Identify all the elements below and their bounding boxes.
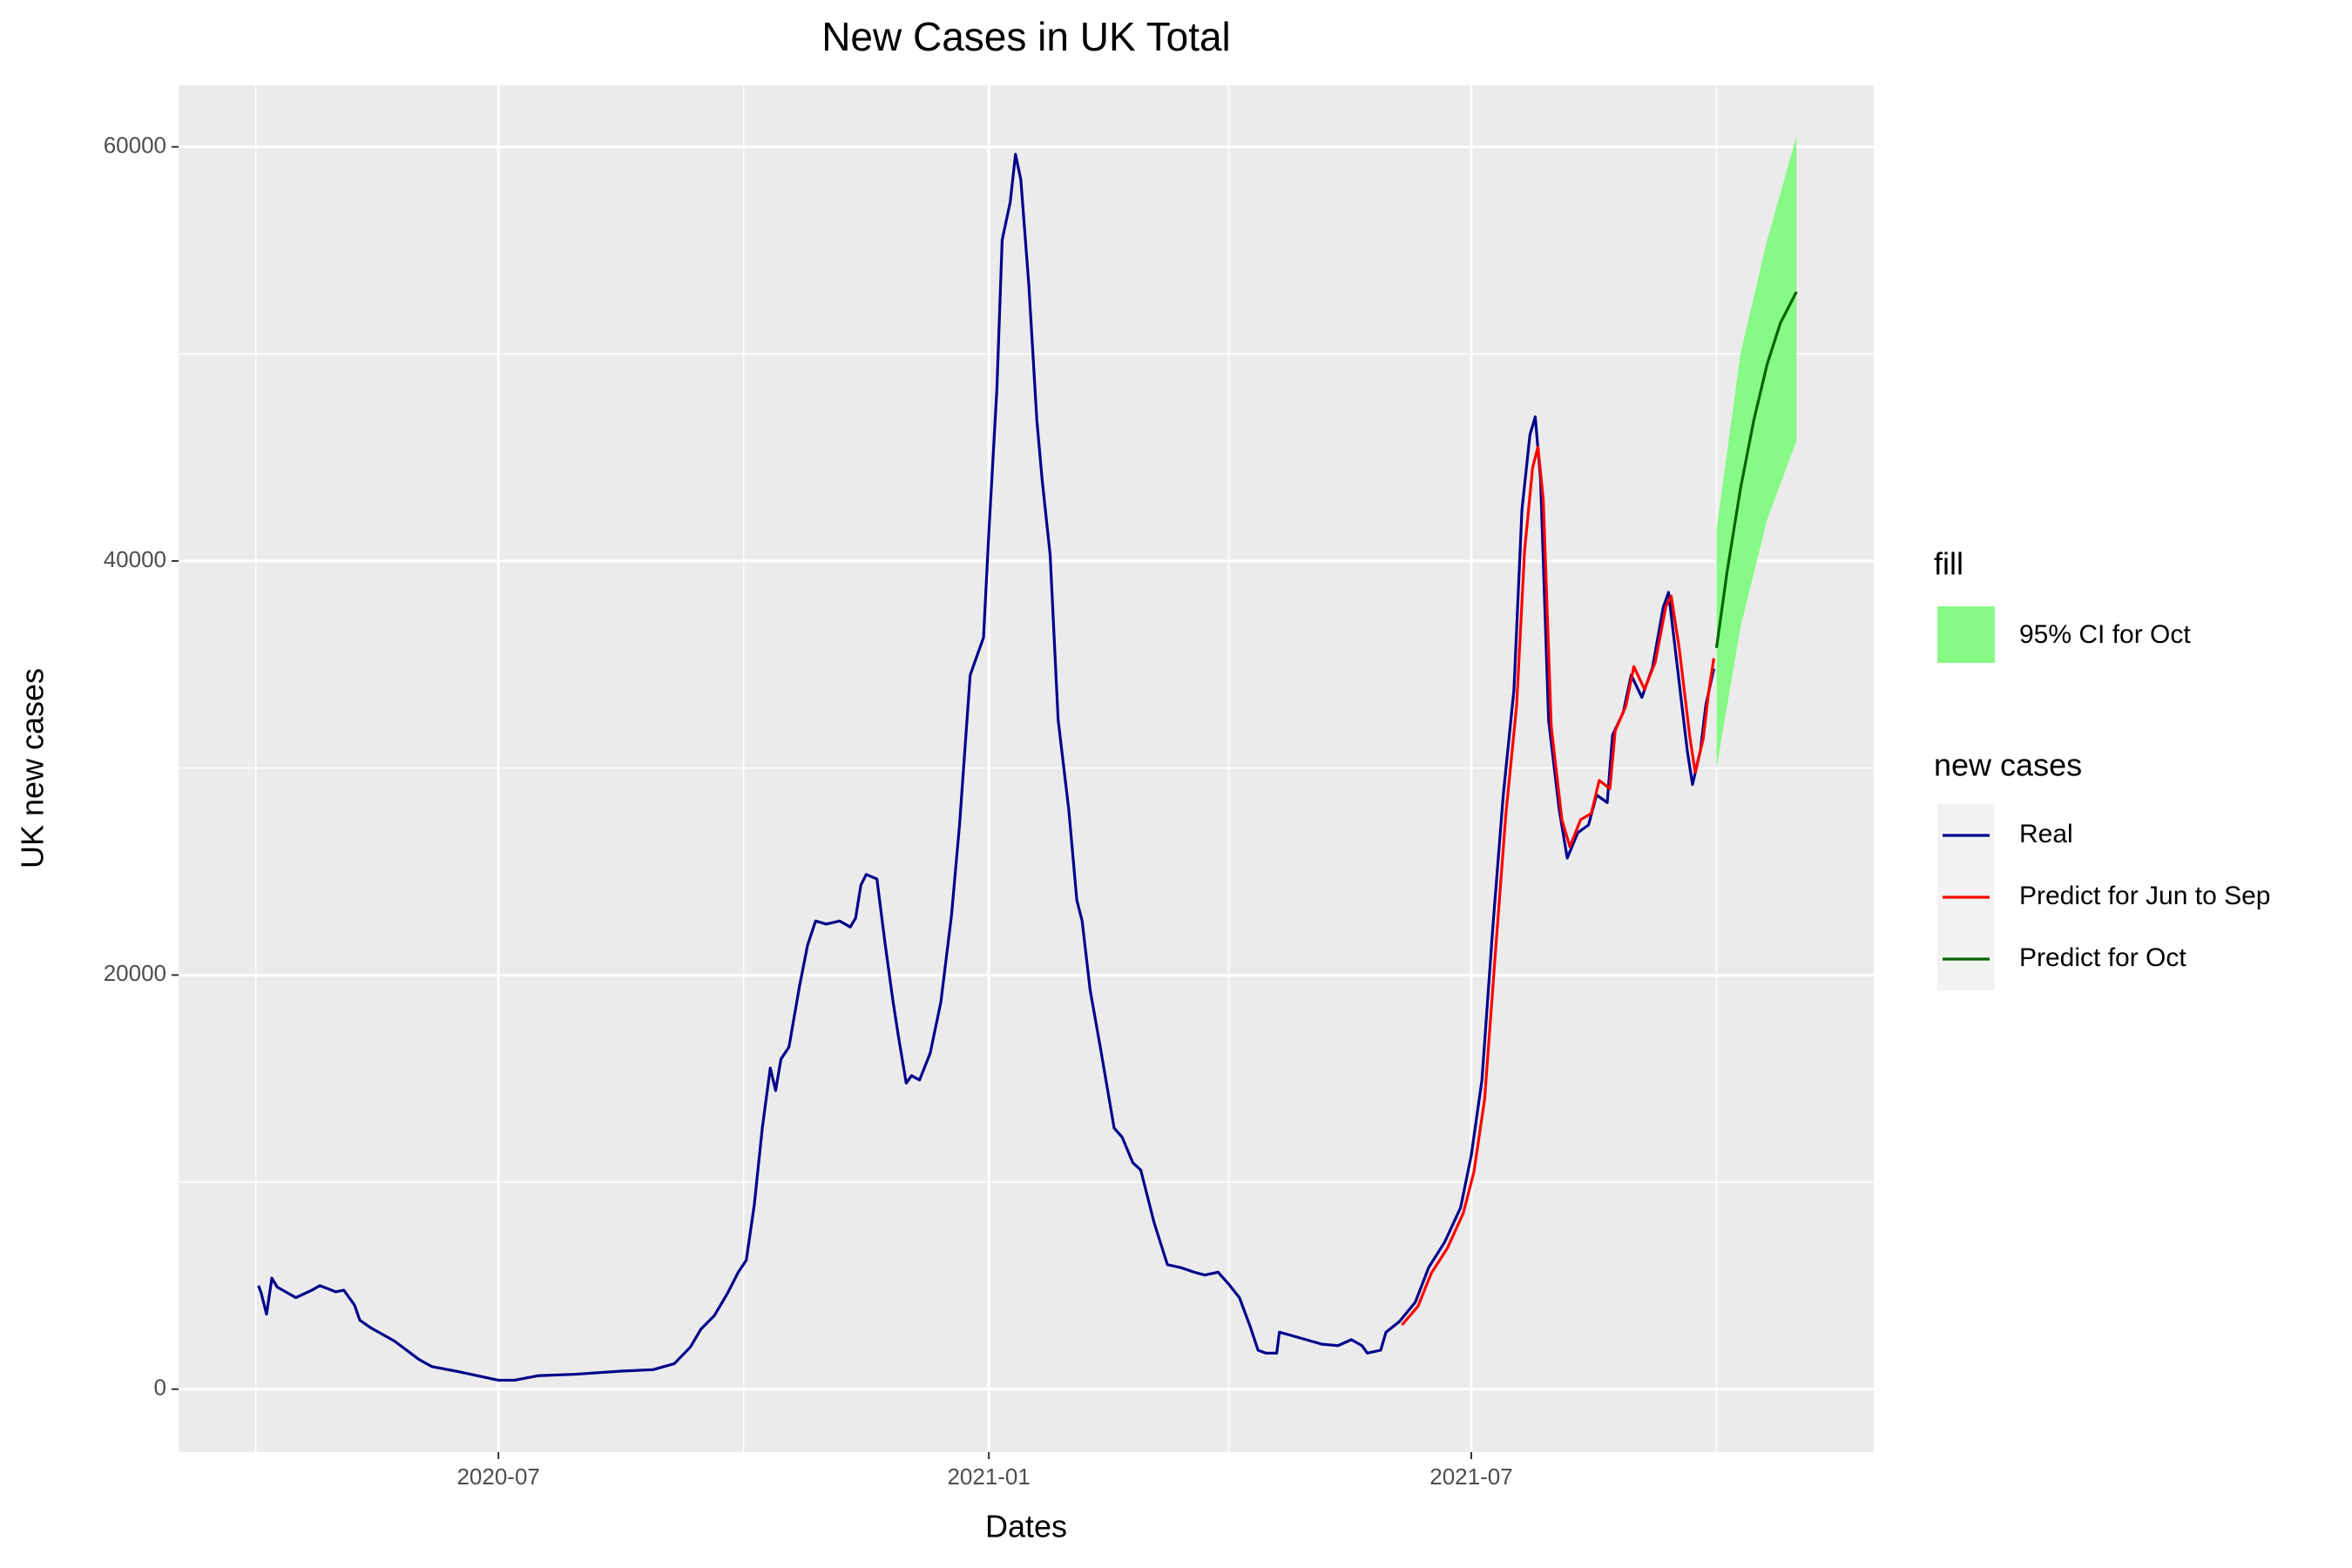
fill-legend-title: fill: [1934, 546, 1963, 582]
ci-band: [1716, 136, 1797, 768]
legend-label: 95% CI for Oct: [2019, 620, 2191, 649]
x-axis-title: Dates: [985, 1509, 1067, 1544]
panel: [179, 85, 1874, 1452]
x-tick-label: 2020-07: [456, 1463, 539, 1490]
legend-label: Predict for Oct: [2019, 943, 2186, 972]
legend-key: [1937, 606, 1995, 663]
y-axis-title: UK new cases: [15, 668, 51, 868]
line: [1401, 445, 1716, 1327]
line: [1714, 291, 1798, 648]
y-tick-label: 40000: [104, 546, 166, 572]
x-tick-label: 2021-07: [1429, 1463, 1512, 1490]
line: [257, 152, 1715, 1382]
y-tick-label: 60000: [104, 132, 166, 158]
chart-title: New Cases in UK Total: [821, 14, 1231, 59]
color-legend-title: new cases: [1934, 747, 2082, 783]
y-tick-label: 0: [154, 1375, 166, 1401]
x-tick-label: 2021-01: [947, 1463, 1030, 1490]
legend-label: Real: [2019, 820, 2073, 848]
y-tick-label: 20000: [104, 960, 166, 986]
legend-label: Predict for Jun to Sep: [2019, 882, 2271, 910]
